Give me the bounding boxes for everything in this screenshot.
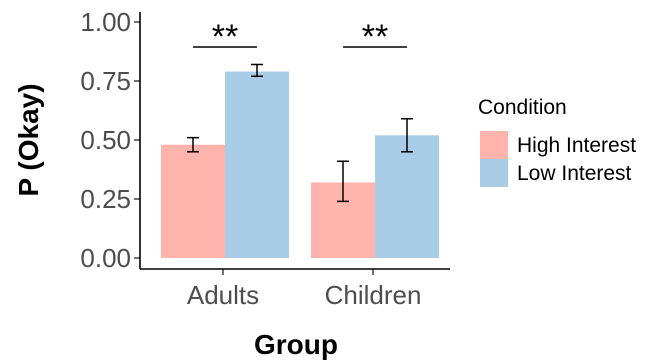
y-tick-label: 0.75 — [80, 66, 131, 96]
legend-label: Low Interest — [517, 162, 632, 185]
legend-swatch — [480, 159, 508, 187]
bar-low-interest — [225, 71, 289, 258]
y-axis: 0.00 0.25 0.50 0.75 1.00 — [80, 7, 140, 273]
x-tick-label: Children — [325, 280, 422, 310]
x-axis: Adults Children — [187, 269, 422, 310]
y-tick-label: 1.00 — [80, 7, 131, 37]
significance-label: ** — [212, 18, 238, 56]
significance-label: ** — [362, 18, 388, 56]
significance-annotations: ** ** — [193, 18, 407, 56]
bar-high-interest — [161, 144, 225, 258]
error-bars — [187, 63, 413, 203]
bar-low-interest — [375, 135, 439, 258]
y-tick-label: 0.00 — [80, 243, 131, 273]
x-axis-title: Group — [254, 329, 338, 360]
legend-label: High Interest — [517, 134, 636, 157]
x-tick-label: Adults — [187, 280, 259, 310]
y-axis-title: P (Okay) — [13, 83, 44, 196]
legend: Condition High Interest Low Interest — [478, 96, 636, 187]
legend-title: Condition — [478, 96, 567, 119]
bars — [161, 71, 439, 258]
legend-swatch — [480, 131, 508, 159]
y-tick-label: 0.50 — [80, 125, 131, 155]
y-tick-label: 0.25 — [80, 184, 131, 214]
